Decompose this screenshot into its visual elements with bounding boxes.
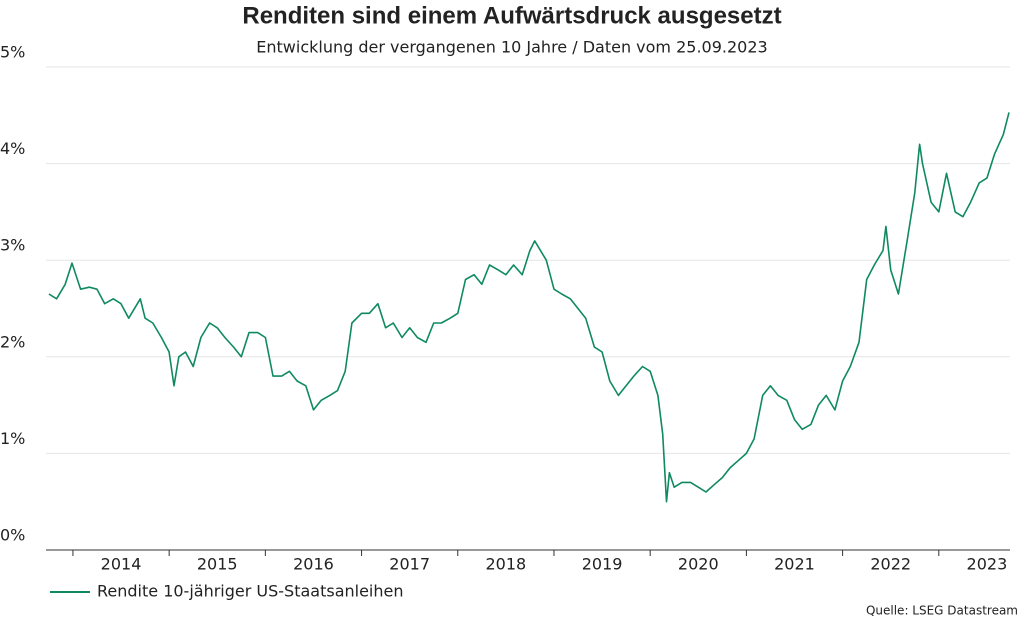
x-tick-label: 2019: [582, 555, 623, 574]
x-tick-label: 2016: [293, 555, 334, 574]
x-tick-label: 2014: [101, 555, 142, 574]
y-tick-label: 2%: [0, 332, 25, 351]
x-tick-label: 2015: [197, 555, 238, 574]
source: Quelle: LSEG Datastream: [866, 604, 1018, 618]
legend-label: Rendite 10-jähriger US-Staatsanleihen: [97, 582, 404, 601]
chart-title: Renditen sind einem Aufwärtsdruck ausges…: [242, 2, 781, 29]
line: [48, 112, 1010, 503]
y-tick-label: 1%: [0, 429, 25, 448]
x-tick-label: 2018: [486, 555, 527, 574]
y-tick-label: 0%: [0, 526, 25, 545]
y-tick-label: 4%: [0, 139, 25, 158]
chart-subtitle: Entwicklung der vergangenen 10 Jahre / D…: [256, 38, 767, 57]
y-tick-label: 3%: [0, 236, 25, 255]
y-tick-label: 5%: [0, 43, 25, 62]
x-tick-label: 2023: [967, 555, 1008, 574]
x-tick-label: 2021: [774, 555, 815, 574]
x-tick-label: 2020: [678, 555, 719, 574]
x-tick-label: 2017: [389, 555, 430, 574]
x-tick-label: 2022: [870, 555, 911, 574]
